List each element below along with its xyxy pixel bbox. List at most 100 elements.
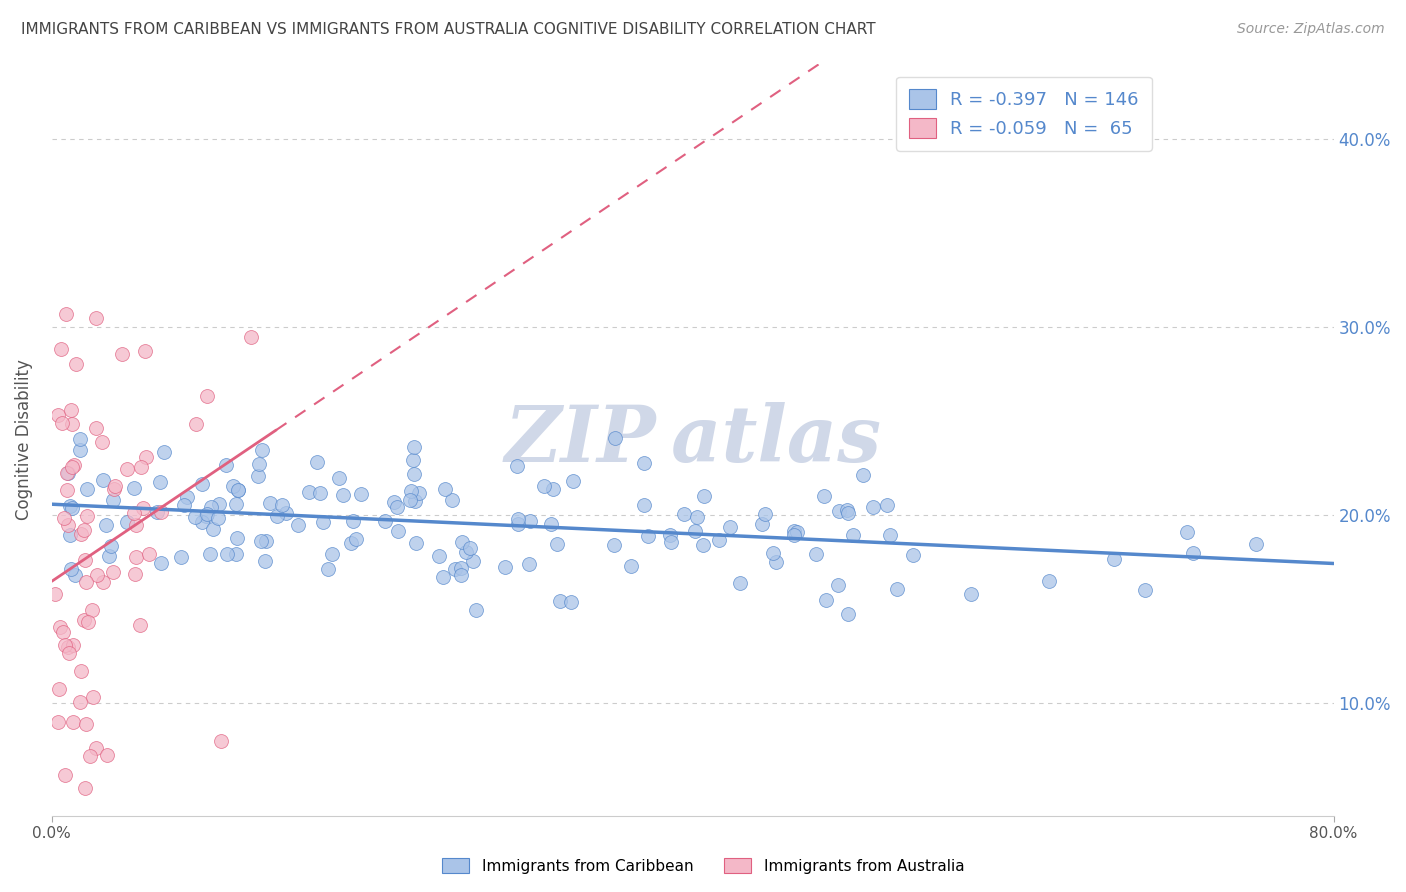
Point bbox=[876, 498, 898, 512]
Point bbox=[450, 567, 472, 582]
Point bbox=[517, 557, 540, 571]
Point bbox=[250, 442, 273, 457]
Point bbox=[259, 496, 281, 510]
Point bbox=[560, 594, 582, 608]
Point bbox=[405, 536, 427, 550]
Point bbox=[246, 469, 269, 483]
Point bbox=[456, 544, 478, 558]
Point bbox=[783, 528, 806, 542]
Point bbox=[55, 307, 77, 321]
Point bbox=[266, 509, 288, 524]
Point bbox=[543, 482, 565, 496]
Point bbox=[464, 603, 486, 617]
Point bbox=[1175, 525, 1198, 540]
Point bbox=[385, 500, 408, 515]
Point bbox=[274, 506, 297, 520]
Point bbox=[827, 578, 849, 592]
Point bbox=[49, 342, 72, 356]
Y-axis label: Cognitive Disability: Cognitive Disability bbox=[15, 359, 32, 520]
Point bbox=[122, 481, 145, 495]
Point bbox=[1244, 537, 1267, 551]
Point bbox=[76, 482, 98, 496]
Point bbox=[62, 460, 84, 475]
Point bbox=[201, 522, 224, 536]
Point bbox=[124, 567, 146, 582]
Point bbox=[209, 733, 232, 747]
Point bbox=[226, 483, 249, 497]
Point bbox=[287, 517, 309, 532]
Point bbox=[75, 574, 97, 589]
Point bbox=[49, 620, 72, 634]
Point bbox=[321, 547, 343, 561]
Point bbox=[115, 461, 138, 475]
Point bbox=[65, 357, 87, 371]
Point bbox=[673, 507, 696, 521]
Point bbox=[152, 445, 174, 459]
Point bbox=[427, 549, 450, 564]
Point bbox=[94, 517, 117, 532]
Point bbox=[443, 562, 465, 576]
Point bbox=[813, 489, 835, 503]
Point bbox=[56, 466, 79, 480]
Point bbox=[240, 329, 263, 343]
Point bbox=[215, 458, 238, 472]
Point bbox=[659, 535, 682, 549]
Point bbox=[195, 389, 218, 403]
Point bbox=[138, 547, 160, 561]
Point bbox=[340, 536, 363, 550]
Point bbox=[374, 514, 396, 528]
Point bbox=[533, 479, 555, 493]
Point bbox=[48, 681, 70, 696]
Point bbox=[91, 574, 114, 589]
Point bbox=[693, 489, 716, 503]
Point bbox=[225, 498, 247, 512]
Point bbox=[837, 607, 859, 621]
Point bbox=[1038, 574, 1060, 588]
Point bbox=[46, 714, 69, 729]
Point bbox=[637, 529, 659, 543]
Point bbox=[149, 475, 172, 489]
Point bbox=[149, 505, 172, 519]
Point bbox=[115, 515, 138, 529]
Point bbox=[58, 517, 80, 532]
Point bbox=[91, 434, 114, 449]
Point bbox=[786, 525, 808, 540]
Point bbox=[183, 510, 205, 524]
Point bbox=[65, 568, 87, 582]
Point bbox=[328, 471, 350, 485]
Point bbox=[135, 450, 157, 465]
Point bbox=[309, 486, 332, 500]
Point bbox=[60, 501, 83, 516]
Point bbox=[506, 458, 529, 473]
Point bbox=[75, 717, 97, 731]
Point bbox=[58, 528, 80, 542]
Point bbox=[408, 485, 430, 500]
Point bbox=[60, 417, 83, 432]
Point bbox=[886, 582, 908, 596]
Point bbox=[207, 511, 229, 525]
Point bbox=[707, 533, 730, 548]
Point bbox=[149, 557, 172, 571]
Point bbox=[247, 457, 270, 471]
Point bbox=[718, 520, 741, 534]
Point bbox=[633, 456, 655, 470]
Point bbox=[76, 509, 98, 524]
Point bbox=[75, 780, 97, 795]
Point bbox=[546, 537, 568, 551]
Point bbox=[125, 518, 148, 533]
Point bbox=[69, 695, 91, 709]
Point bbox=[195, 508, 218, 522]
Point bbox=[226, 531, 249, 545]
Point bbox=[903, 548, 925, 562]
Point bbox=[399, 483, 422, 498]
Point bbox=[170, 549, 193, 564]
Point bbox=[80, 602, 103, 616]
Point bbox=[519, 514, 541, 528]
Point bbox=[404, 494, 426, 508]
Point bbox=[134, 344, 156, 359]
Point bbox=[960, 587, 983, 601]
Point bbox=[401, 453, 423, 467]
Point bbox=[70, 526, 93, 541]
Point bbox=[225, 547, 247, 561]
Point bbox=[56, 483, 79, 497]
